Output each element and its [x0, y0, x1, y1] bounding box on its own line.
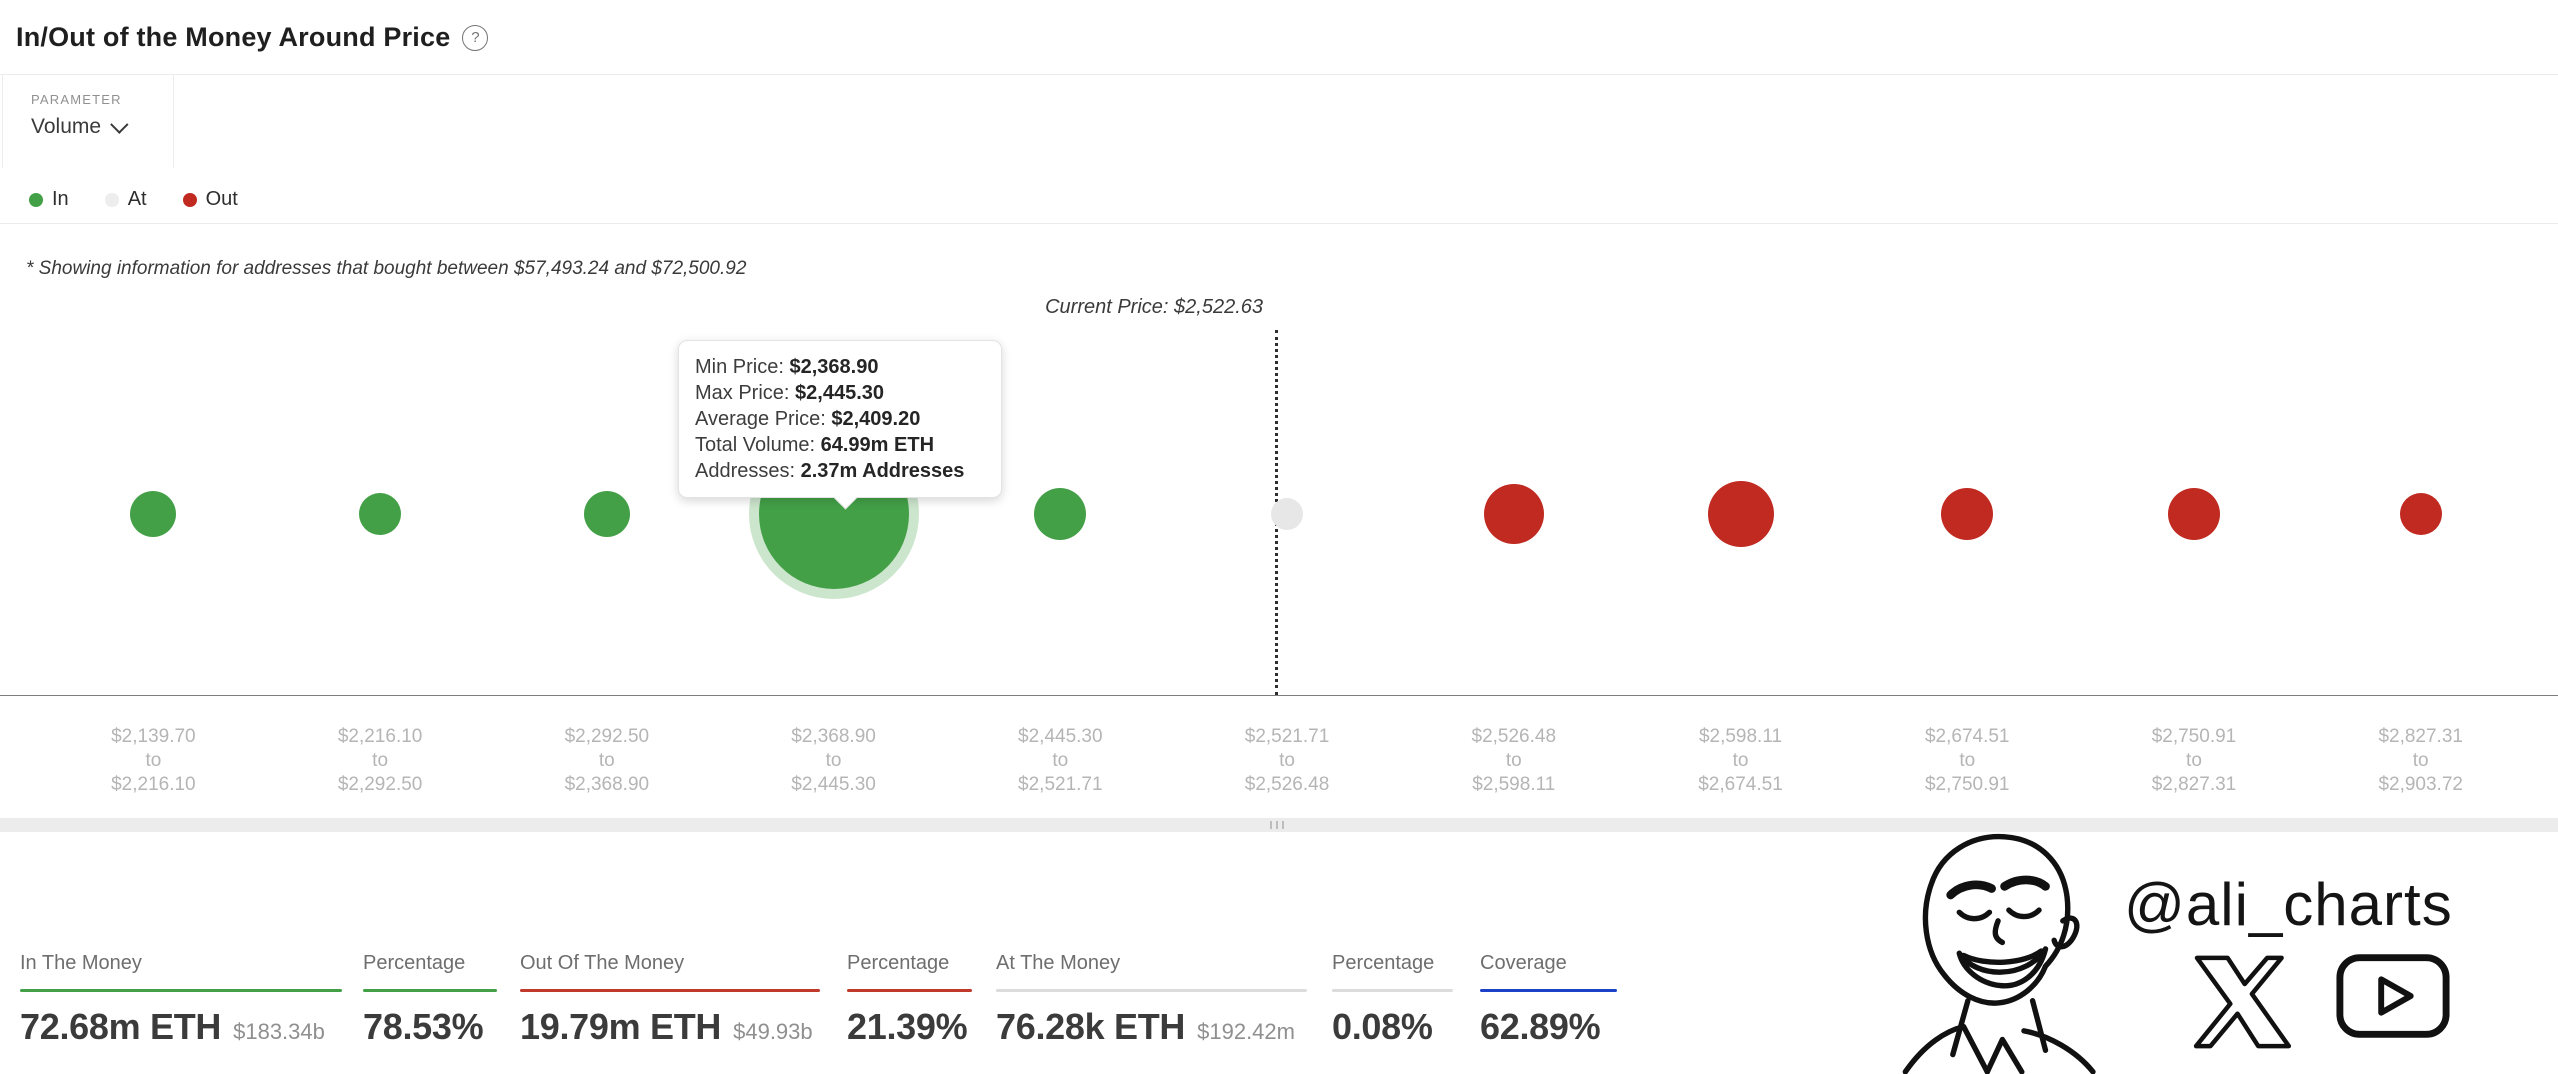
- x-tick-label: $2,216.10 to $2,292.50: [337, 726, 423, 795]
- stat-out-of-the-money: Out Of The Money 19.79m ETH $49.93b: [520, 952, 820, 1048]
- bubble-in[interactable]: [1034, 488, 1087, 540]
- stat-value: 62.89%: [1480, 1006, 1601, 1047]
- parameter-dropdown[interactable]: Volume: [31, 114, 173, 139]
- bubble-out[interactable]: [1483, 484, 1544, 544]
- stat-underline: [363, 989, 497, 992]
- bubble-column: [1854, 223, 2081, 695]
- stat-underline: [20, 989, 342, 992]
- horizontal-scrollbar[interactable]: [0, 818, 2558, 832]
- watermark-handle: @ali_charts: [2124, 871, 2453, 938]
- stat-percentage: Percentage 0.08%: [1332, 952, 1453, 1048]
- x-tick-label: $2,139.70 to $2,216.10: [111, 726, 196, 795]
- stat-secondary-value: $183.34b: [233, 1019, 325, 1044]
- bubble-out[interactable]: [1707, 481, 1774, 547]
- tick-row: $2,139.70 to $2,216.10 $2,216.10 to $2,292.50…: [40, 725, 2534, 797]
- stat-underline: [996, 989, 1307, 992]
- stat-label: At The Money: [996, 952, 1121, 974]
- stat-percentage: Percentage 78.53%: [363, 952, 497, 1048]
- bubble-chart: Current Price: $2,522.63 $2,139.70 to $2,2…: [0, 223, 2558, 833]
- x-tick-label: $2,292.50 to $2,368.90: [564, 726, 650, 795]
- stat-underline: [847, 989, 972, 992]
- legend-label: In: [52, 188, 69, 210]
- x-tick-label: $2,750.91 to $2,827.31: [2151, 726, 2237, 795]
- tooltip-row: Total Volume: 64.99m ETH: [695, 434, 935, 456]
- page-header: In/Out of the Money Around Price ?: [16, 22, 489, 53]
- bubble-out[interactable]: [2167, 488, 2220, 540]
- stat-underline: [1480, 989, 1617, 992]
- x-tick-label: $2,368.90 to $2,445.30: [791, 726, 876, 795]
- stat-label: Percentage: [847, 952, 950, 974]
- chevron-down-icon: [110, 114, 129, 134]
- legend-label: At: [127, 188, 147, 210]
- stat-secondary-value: $192.42m: [1197, 1019, 1295, 1044]
- x-tick-label: $2,827.31 to $2,903.72: [2378, 726, 2463, 795]
- stat-label: In The Money: [20, 952, 142, 974]
- x-tick-label: $2,521.71 to $2,526.48: [1244, 726, 1330, 795]
- bubble-row: [40, 223, 2534, 695]
- legend-dot-icon: [182, 192, 197, 207]
- parameter-panel: PARAMETER Volume: [2, 74, 174, 168]
- x-axis-line: [0, 695, 2558, 696]
- bubble-tooltip: Min Price: $2,368.90 Max Price: $2,445.30…: [678, 340, 1002, 498]
- bubble-column: [1174, 223, 1401, 695]
- stat-label: Percentage: [363, 952, 466, 974]
- bubble-column: [2081, 223, 2308, 695]
- stat-in-the-money: In The Money 72.68m ETH $183.34b: [20, 952, 342, 1048]
- stats-row: In The Money 72.68m ETH $183.34b Percentage…: [0, 952, 2558, 1074]
- stat-value: 0.08%: [1332, 1006, 1433, 1047]
- x-tick-label: $2,445.30 to $2,521.71: [1018, 726, 1103, 795]
- x-tick-label: $2,598.11 to $2,674.51: [1698, 726, 1783, 795]
- legend-dot-icon: [29, 192, 43, 207]
- bubble-out[interactable]: [1941, 488, 1994, 540]
- legend-item-at[interactable]: At: [104, 188, 147, 211]
- bubble-in[interactable]: [359, 493, 402, 535]
- stat-percentage: Percentage 21.39%: [847, 952, 972, 1048]
- bubble-column: [2307, 223, 2534, 695]
- bubble-out[interactable]: [2399, 493, 2442, 535]
- stat-label: Out Of The Money: [520, 952, 685, 974]
- scrollbar-grip-icon[interactable]: [1270, 821, 1284, 829]
- stat-value: 21.39%: [847, 1006, 968, 1047]
- stat-at-the-money: At The Money 76.28k ETH $192.42m: [996, 952, 1307, 1048]
- parameter-label: PARAMETER: [31, 92, 122, 107]
- bubble-column: [947, 223, 1174, 695]
- legend: In At Out: [29, 188, 274, 211]
- help-icon[interactable]: ?: [462, 24, 489, 51]
- bubble-column: [1627, 223, 1854, 695]
- bubble-in[interactable]: [583, 491, 630, 537]
- stat-coverage: Coverage 62.89%: [1480, 952, 1617, 1048]
- parameter-selected-value: Volume: [31, 115, 102, 138]
- legend-item-in[interactable]: In: [29, 188, 69, 211]
- tooltip-rows: Min Price: $2,368.90 Max Price: $2,445.30…: [695, 354, 985, 484]
- page-title: In/Out of the Money Around Price: [16, 22, 451, 52]
- tooltip-row: Addresses: 2.37m Addresses: [695, 460, 965, 482]
- legend-label: Out: [205, 188, 238, 210]
- bubble-column: [493, 223, 720, 695]
- x-tick-label: $2,526.48 to $2,598.11: [1471, 726, 1557, 795]
- tooltip-row: Max Price: $2,445.30: [695, 382, 885, 404]
- tooltip-row: Average Price: $2,409.20: [695, 408, 921, 430]
- stat-label: Coverage: [1480, 952, 1567, 974]
- x-tick-label: $2,674.51 to $2,750.91: [1924, 726, 2010, 795]
- bubble-column: [40, 223, 267, 695]
- stat-secondary-value: $49.93b: [733, 1019, 813, 1044]
- bubble-in[interactable]: [130, 491, 177, 537]
- stat-underline: [1332, 989, 1453, 992]
- stat-label: Percentage: [1332, 952, 1435, 974]
- legend-item-out[interactable]: Out: [182, 188, 238, 211]
- legend-dot-icon: [104, 192, 119, 207]
- filter-note: * Showing information for addresses that…: [26, 258, 747, 279]
- bubble-column: [267, 223, 494, 695]
- stat-value: 19.79m ETH: [520, 1006, 722, 1047]
- tooltip-row: Min Price: $2,368.90: [695, 356, 879, 378]
- stat-value: 72.68m ETH: [20, 1006, 222, 1047]
- toolbar-divider: [0, 223, 2558, 224]
- stat-underline: [520, 989, 820, 992]
- stat-value: 78.53%: [363, 1006, 484, 1047]
- header-divider: [0, 74, 2558, 75]
- stat-value: 76.28k ETH: [996, 1006, 1186, 1047]
- bubble-column: [1400, 223, 1627, 695]
- current-price-label: Current Price: $2,522.63: [1045, 296, 1263, 318]
- bubble-at[interactable]: [1271, 498, 1304, 530]
